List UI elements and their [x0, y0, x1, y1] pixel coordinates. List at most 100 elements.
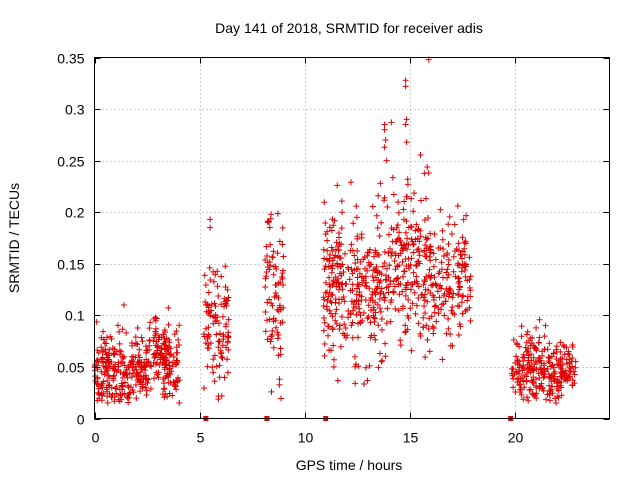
data-point	[333, 306, 340, 313]
data-point	[410, 241, 417, 248]
data-point	[174, 378, 181, 385]
data-point	[426, 244, 433, 251]
data-point	[276, 381, 283, 388]
data-point	[113, 384, 120, 391]
data-point	[559, 355, 566, 362]
data-point	[129, 387, 136, 394]
data-point	[516, 382, 523, 389]
data-point	[116, 340, 123, 347]
data-point	[462, 273, 469, 280]
data-point	[450, 268, 457, 275]
data-point	[268, 333, 275, 340]
data-point	[451, 311, 458, 318]
data-point	[379, 357, 386, 364]
data-point	[153, 338, 160, 345]
data-point	[424, 235, 431, 242]
data-point	[134, 324, 141, 331]
data-point	[546, 382, 553, 389]
data-point	[378, 358, 385, 365]
data-point	[425, 287, 432, 294]
data-point	[151, 375, 158, 382]
data-point	[164, 393, 171, 400]
data-point	[450, 290, 457, 297]
data-point	[378, 219, 385, 226]
data-point	[354, 334, 361, 341]
data-point	[443, 286, 450, 293]
data-point	[338, 225, 345, 232]
data-point	[106, 346, 113, 353]
data-point	[138, 334, 145, 341]
data-point	[447, 331, 454, 338]
data-point	[266, 296, 273, 303]
data-point	[569, 381, 576, 388]
data-point	[208, 301, 215, 308]
data-point	[338, 272, 345, 279]
data-point	[404, 176, 411, 183]
data-point	[520, 351, 527, 358]
data-point	[135, 373, 142, 380]
y-axis-label: SRMTID / TECUs	[6, 183, 22, 293]
data-point	[111, 372, 118, 379]
data-point	[439, 356, 446, 363]
data-point	[410, 208, 417, 215]
data-point	[397, 337, 404, 344]
data-point	[216, 338, 223, 345]
data-point	[201, 385, 208, 392]
data-point	[462, 238, 469, 245]
data-point	[165, 379, 172, 386]
data-point	[135, 352, 142, 359]
data-point	[262, 283, 269, 290]
data-point	[360, 381, 367, 388]
data-point	[321, 255, 328, 262]
data-point	[266, 258, 273, 265]
data-point	[370, 314, 377, 321]
data-point	[428, 313, 435, 320]
data-point	[405, 241, 412, 248]
data-point	[203, 325, 210, 332]
data-point	[322, 279, 329, 286]
data-point	[129, 364, 136, 371]
data-point	[425, 170, 432, 177]
data-point	[279, 282, 286, 289]
data-point	[166, 351, 173, 358]
data-point	[535, 339, 542, 346]
data-point	[405, 255, 412, 262]
data-point	[320, 294, 327, 301]
data-point	[430, 325, 437, 332]
data-point	[510, 384, 517, 391]
data-point	[519, 375, 526, 382]
data-point	[404, 279, 411, 286]
data-point	[353, 203, 360, 210]
data-point	[395, 209, 402, 216]
data-point	[563, 344, 570, 351]
data-point	[518, 391, 525, 398]
data-point	[104, 388, 111, 395]
data-point	[389, 249, 396, 256]
data-point	[410, 269, 417, 276]
data-point	[157, 350, 164, 357]
data-point	[120, 302, 127, 309]
data-point	[561, 351, 568, 358]
data-point	[560, 342, 567, 349]
data-point	[467, 317, 474, 324]
data-point	[422, 286, 429, 293]
data-point	[401, 242, 408, 249]
data-point	[381, 260, 388, 267]
data-point	[541, 346, 548, 353]
data-point	[275, 331, 282, 338]
data-point	[432, 281, 439, 288]
data-point	[430, 250, 437, 257]
data-point	[128, 374, 135, 381]
y-tick-label: 0.3	[65, 102, 85, 118]
data-point	[413, 262, 420, 269]
data-point	[161, 366, 168, 373]
data-point	[466, 304, 473, 311]
data-point	[403, 139, 410, 146]
data-point	[151, 334, 158, 341]
data-point	[165, 304, 172, 311]
data-point	[443, 330, 450, 337]
data-point	[101, 340, 108, 347]
data-point	[569, 355, 576, 362]
data-point	[170, 353, 177, 360]
data-point	[546, 397, 553, 404]
